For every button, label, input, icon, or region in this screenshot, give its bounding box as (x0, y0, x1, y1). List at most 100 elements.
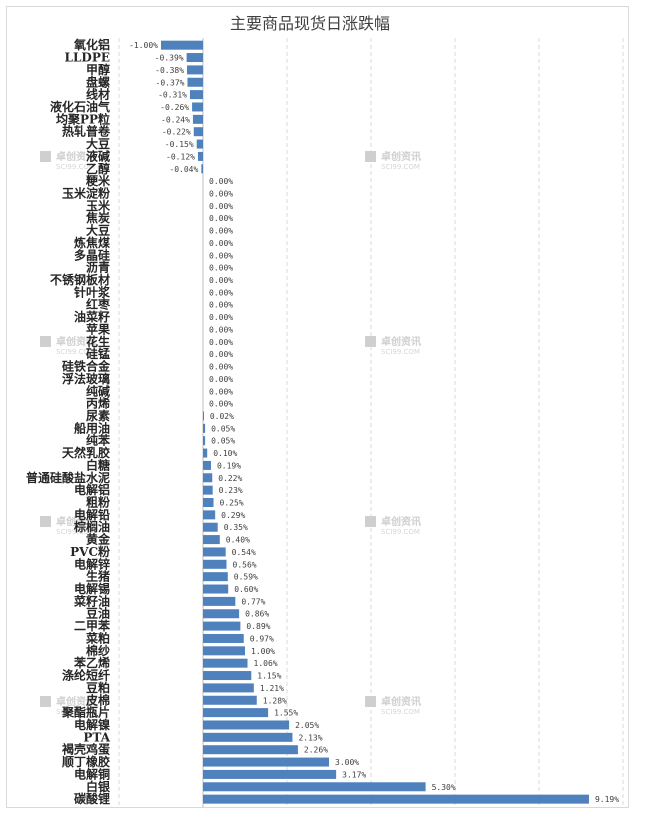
data-label: 0.00% (209, 387, 233, 396)
bar (203, 732, 293, 742)
bar (161, 40, 203, 50)
watermark-name: 卓创资讯 (381, 515, 421, 528)
bar (203, 683, 254, 693)
category-label: 碳酸锂 (74, 791, 110, 806)
data-label: 0.00% (209, 325, 233, 334)
category-label: 尿素 (86, 408, 110, 423)
bar (196, 139, 203, 149)
category-label: 电解镍 (74, 717, 110, 732)
bar (203, 658, 248, 668)
data-label: -0.22% (162, 128, 191, 137)
category-label: 沥青 (86, 260, 110, 275)
watermark-logo-icon (40, 151, 51, 162)
watermark-name: 卓创资讯 (381, 150, 421, 163)
category-label: 菜籽油 (73, 593, 110, 608)
data-label: -0.15% (165, 140, 194, 149)
data-label: 3.17% (342, 770, 366, 779)
category-label: 氧化铝 (73, 37, 110, 52)
data-label: -0.04% (169, 165, 198, 174)
bar (203, 559, 227, 569)
category-label: 大豆 (86, 223, 110, 238)
category-label: 大豆 (86, 136, 110, 151)
category-label: 电解锡 (74, 581, 110, 596)
data-label: 9.19% (595, 795, 619, 804)
category-label: 棕榈油 (73, 519, 110, 534)
data-label: 0.86% (245, 610, 269, 619)
data-label: 2.05% (295, 721, 319, 730)
data-label: 1.06% (254, 659, 278, 668)
category-label: 电解铅 (74, 507, 110, 522)
watermark-logo-icon (365, 516, 376, 527)
chart-frame (6, 6, 629, 808)
data-label: 0.25% (220, 499, 244, 508)
bar (203, 782, 426, 792)
watermark-logo-icon (365, 336, 376, 347)
category-label: 热轧普卷 (62, 124, 111, 139)
bar (203, 769, 337, 779)
data-label: 0.00% (209, 313, 233, 322)
bar (203, 720, 290, 730)
bar (186, 53, 203, 63)
watermark-site: SCI99.COM (381, 528, 420, 536)
bar (203, 695, 257, 705)
bar (203, 436, 206, 446)
category-label: 褐壳鸡蛋 (61, 742, 110, 757)
data-label: -0.24% (161, 115, 190, 124)
bar (203, 411, 204, 421)
data-label: 1.15% (257, 672, 281, 681)
bar (203, 535, 220, 545)
watermark-site: SCI99.COM (381, 708, 420, 716)
category-label: 玉米淀粉 (62, 186, 110, 201)
category-label: 粗粉 (86, 495, 110, 510)
watermark-name: 卓创资讯 (56, 335, 96, 348)
data-label: 0.05% (211, 437, 235, 446)
data-label: 0.23% (219, 486, 243, 495)
bar (203, 423, 206, 433)
watermark-site: SCI99.COM (381, 163, 420, 171)
data-label: 0.00% (209, 350, 233, 359)
category-label: 油菜籽 (74, 309, 110, 324)
category-label: 均聚PP粒 (56, 111, 110, 126)
data-label: 0.10% (213, 449, 237, 458)
data-label: 5.30% (432, 783, 456, 792)
bar (203, 547, 226, 557)
category-label: 硅铁合金 (62, 359, 111, 374)
bar (203, 460, 211, 470)
data-label: 0.00% (209, 251, 233, 260)
category-label: 豆粕 (86, 680, 110, 695)
data-label: -0.31% (158, 91, 187, 100)
watermark-logo-icon (365, 696, 376, 707)
data-label: 0.05% (211, 424, 235, 433)
data-label: 0.00% (209, 288, 233, 297)
category-label: 普通硅酸盐水泥 (26, 470, 110, 485)
watermark-name: 卓创资讯 (381, 335, 421, 348)
category-label: 浮法玻璃 (62, 371, 110, 386)
value-labels: -1.00% -0.39% -0.38% -0.37% -0.31% -0.26% -0.2… (129, 41, 619, 804)
bars (161, 40, 589, 804)
chart-title: 主要商品现货日涨跌幅 (229, 14, 390, 33)
category-label: 电解铜 (74, 766, 110, 781)
bar (203, 522, 218, 532)
bar (187, 65, 203, 75)
bar (193, 127, 203, 137)
data-label: 0.00% (209, 276, 233, 285)
watermark-site: SCI99.COM (56, 708, 95, 716)
bar (189, 90, 203, 100)
data-label: 0.02% (210, 412, 234, 421)
bar (187, 77, 203, 87)
category-label: 纯苯 (86, 433, 111, 448)
data-label: 2.13% (298, 733, 322, 742)
category-labels: 氧化铝LLDPE甲醇盘螺线材液化石油气均聚PP粒热轧普卷大豆液碱乙醇粳米玉米淀粉… (26, 37, 111, 806)
bar (203, 621, 241, 631)
category-label: 白糖 (86, 457, 110, 472)
bar (203, 485, 213, 495)
watermarks: 卓创资讯SCI99.COM卓创资讯SCI99.COM卓创资讯SCI99.COM卓… (40, 150, 421, 716)
data-label: 0.29% (221, 511, 245, 520)
category-label: 涤纶短纤 (62, 668, 110, 683)
watermark-logo-icon (40, 696, 51, 707)
data-label: 0.19% (217, 461, 241, 470)
